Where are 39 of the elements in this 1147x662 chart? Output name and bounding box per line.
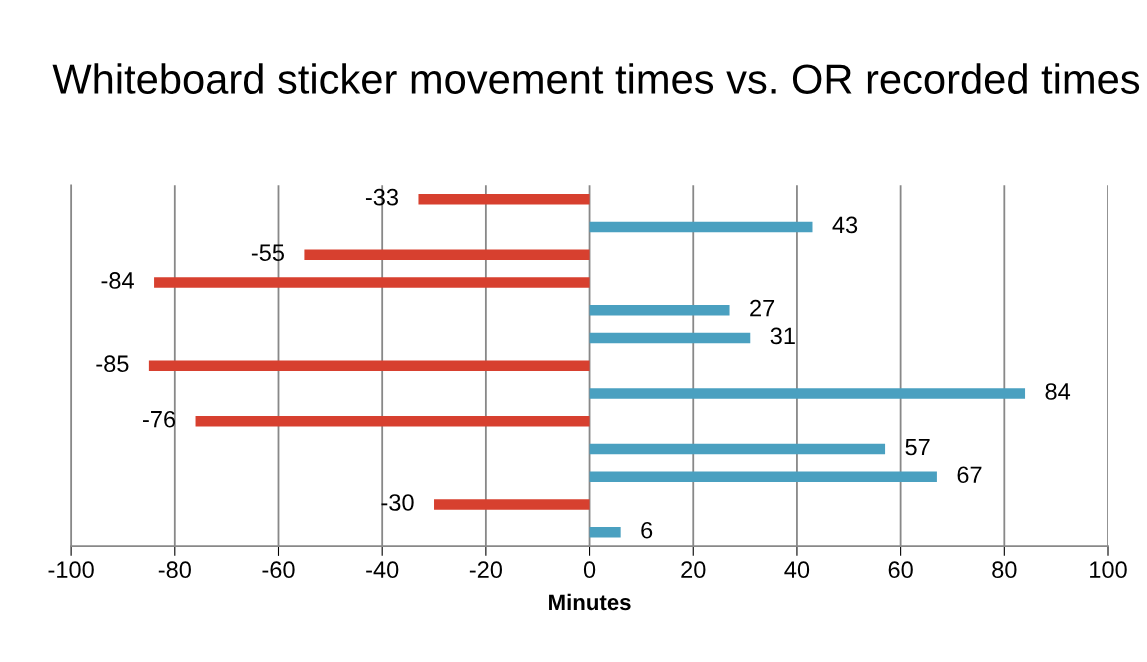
data-label: -33 (365, 188, 398, 206)
bar (589, 471, 937, 483)
data-label: 6 (641, 521, 653, 539)
bar (195, 415, 590, 427)
data-label: -55 (251, 244, 284, 262)
x-tick-label: 20 (681, 561, 706, 579)
data-label: 43 (832, 216, 858, 234)
data-label: -76 (143, 410, 176, 428)
x-tick-label: -40 (366, 561, 399, 579)
data-label: 84 (1045, 383, 1071, 400)
x-tick-label: -20 (469, 561, 503, 579)
data-label: 27 (750, 299, 775, 317)
bar (589, 221, 813, 233)
bar (418, 193, 590, 205)
bar (304, 249, 590, 261)
bar (589, 443, 886, 455)
data-label: -85 (96, 355, 129, 373)
bar (589, 304, 730, 316)
x-tick-label: -80 (158, 561, 191, 579)
bar (154, 277, 590, 288)
x-tick-label: 40 (784, 561, 810, 579)
bar (589, 527, 621, 538)
bar (589, 332, 751, 344)
x-tick-label: -100 (48, 561, 94, 579)
bar (589, 388, 1026, 399)
bar (434, 499, 590, 510)
data-label: -30 (381, 494, 414, 511)
x-tick-label: 80 (992, 561, 1017, 579)
data-label: 31 (770, 327, 795, 345)
data-label: 67 (957, 466, 982, 484)
bar (148, 360, 590, 372)
data-label: -84 (101, 272, 134, 289)
x-tick-label: 0 (583, 561, 596, 579)
x-axis-title: Minutes (549, 593, 631, 611)
chart-title: Whiteboard sticker movement times vs. OR recorded times (52, 63, 1140, 94)
x-tick-label: 60 (888, 561, 913, 579)
x-tick-label: -60 (262, 561, 295, 579)
data-label: 57 (905, 438, 930, 456)
x-tick-label: 100 (1090, 561, 1127, 579)
